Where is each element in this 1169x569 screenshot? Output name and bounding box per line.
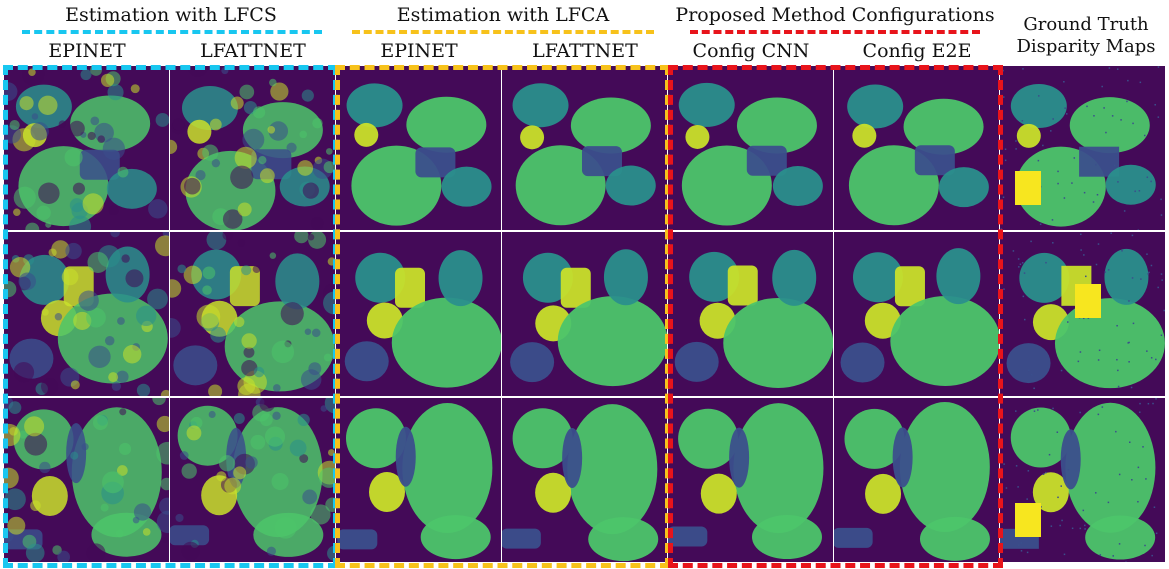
disparity-map-tile [668, 398, 833, 562]
col-title-lfattnet-lfca: LFATTNET [532, 40, 638, 62]
disparity-map-tile [336, 398, 501, 562]
disparity-map-tile [1000, 232, 1165, 396]
disparity-map-tile [668, 232, 833, 396]
disparity-map-tile [336, 232, 501, 396]
group-line-lfcs [22, 30, 322, 34]
col-title-epinet-lfcs: EPINET [48, 40, 126, 62]
disparity-map-tile [834, 398, 999, 562]
group-line-lfca [352, 30, 654, 34]
ground-truth-line2: Disparity Maps [1016, 36, 1156, 57]
col-title-config-e2e: Config E2E [862, 40, 972, 62]
disparity-map-tile [170, 66, 335, 230]
group-title-proposed: Proposed Method Configurations [675, 4, 995, 26]
disparity-map-tile [170, 398, 335, 562]
disparity-map-tile [4, 398, 169, 562]
col-title-lfattnet-lfcs: LFATTNET [200, 40, 306, 62]
disparity-map-tile [502, 66, 667, 230]
group-line-proposed [690, 30, 980, 34]
group-title-lfca: Estimation with LFCA [396, 4, 610, 26]
disparity-map-tile [1000, 398, 1165, 562]
disparity-map-grid [4, 66, 1166, 566]
disparity-map-tile [336, 66, 501, 230]
ground-truth-line1: Ground Truth [1023, 14, 1149, 35]
col-title-epinet-lfca: EPINET [380, 40, 458, 62]
disparity-map-tile [4, 66, 169, 230]
ground-truth-title: Ground Truth Disparity Maps [1003, 14, 1169, 58]
group-title-lfcs: Estimation with LFCS [65, 4, 277, 26]
disparity-map-tile [170, 232, 335, 396]
disparity-map-tile [834, 232, 999, 396]
disparity-map-tile [668, 66, 833, 230]
col-title-config-cnn: Config CNN [692, 40, 810, 62]
disparity-map-tile [502, 398, 667, 562]
disparity-map-tile [4, 232, 169, 396]
disparity-map-tile [1000, 66, 1165, 230]
disparity-map-tile [502, 232, 667, 396]
disparity-map-tile [834, 66, 999, 230]
